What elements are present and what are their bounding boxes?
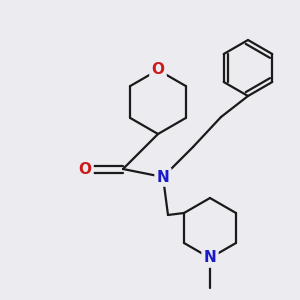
Text: N: N xyxy=(204,250,216,266)
Text: O: O xyxy=(152,62,164,77)
Text: N: N xyxy=(157,169,169,184)
Text: O: O xyxy=(79,161,92,176)
